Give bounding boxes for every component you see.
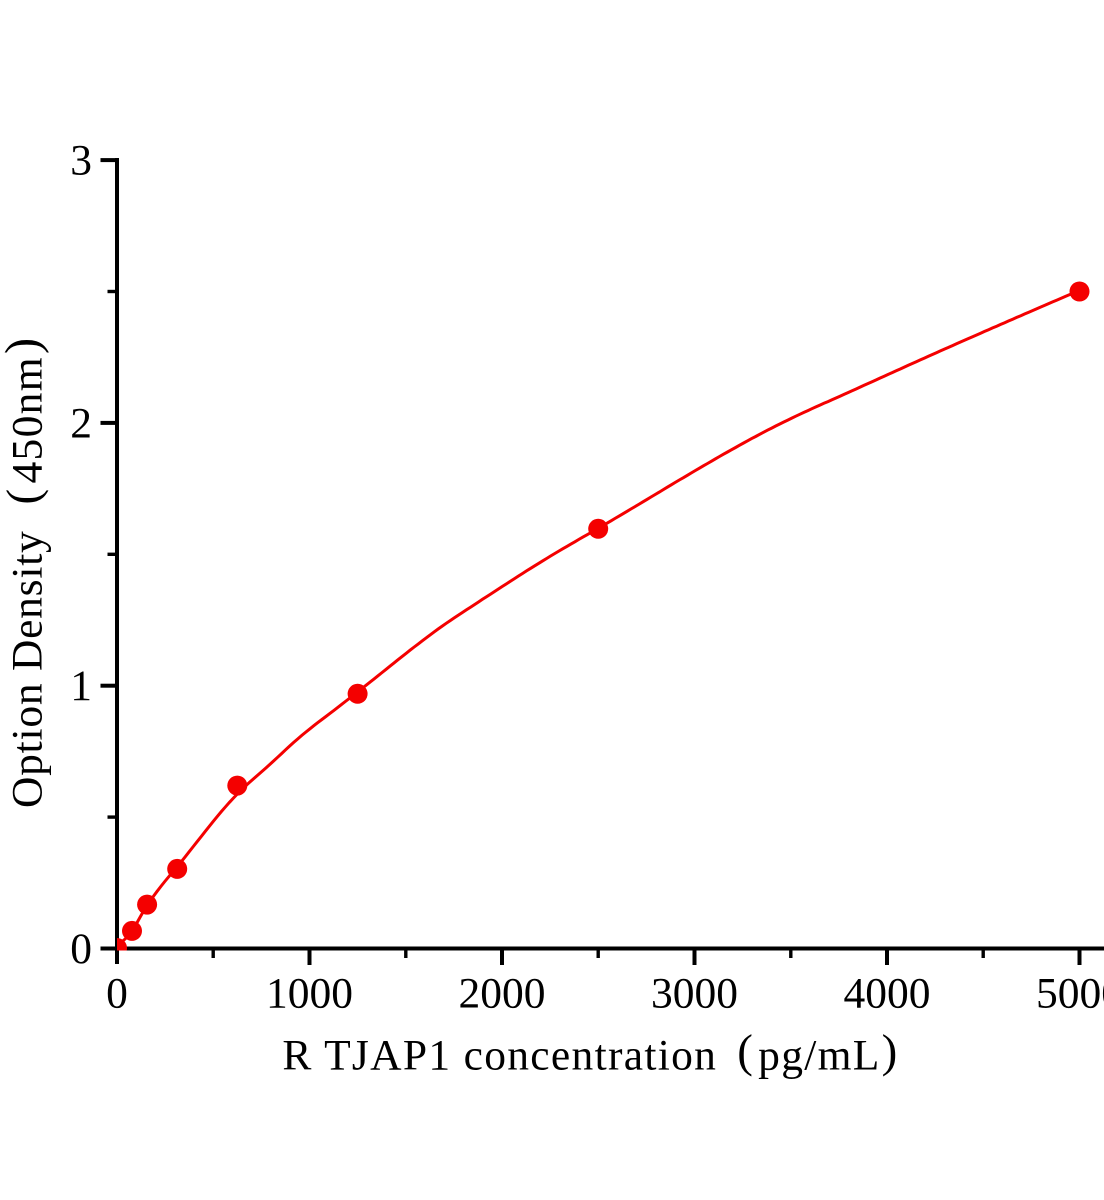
svg-text:3000: 3000 — [651, 970, 738, 1018]
svg-text:0: 0 — [70, 925, 92, 973]
svg-text:5000: 5000 — [1036, 970, 1104, 1018]
svg-text:0: 0 — [106, 970, 128, 1018]
svg-text:Option Density(450nm): Option Density(450nm) — [0, 337, 52, 808]
svg-text:R TJAP1 concentration(pg/mL): R TJAP1 concentration (pg/mL) — [282, 1026, 898, 1080]
svg-text:2000: 2000 — [459, 970, 546, 1018]
svg-text:4000: 4000 — [844, 970, 931, 1018]
svg-text:3: 3 — [70, 137, 92, 185]
svg-text:1000: 1000 — [266, 970, 353, 1018]
svg-text:2: 2 — [70, 399, 92, 447]
svg-text:1: 1 — [70, 662, 92, 710]
